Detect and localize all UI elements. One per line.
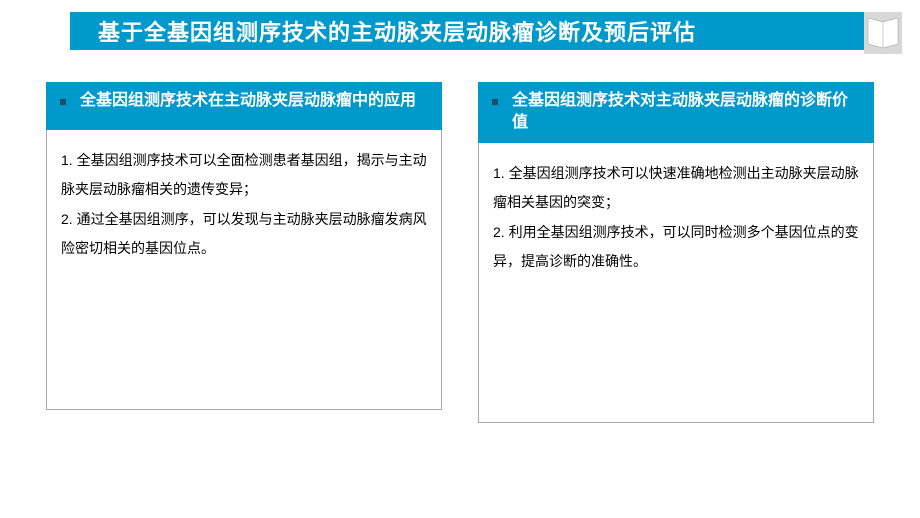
card-header: 全基因组测序技术在主动脉夹层动脉瘤中的应用 [46,82,442,130]
content-area: 全基因组测序技术在主动脉夹层动脉瘤中的应用 1. 全基因组测序技术可以全面检测患… [46,82,874,423]
body-text: 1. 全基因组测序技术可以全面检测患者基因组，揭示与主动脉夹层动脉瘤相关的遗传变… [61,146,427,205]
book-icon [864,12,902,54]
body-text: 2. 利用全基因组测序技术，可以同时检测多个基因位点的变异，提高诊断的准确性。 [493,218,859,277]
body-text: 1. 全基因组测序技术可以快速准确地检测出主动脉夹层动脉瘤相关基因的突变； [493,159,859,218]
card-body: 1. 全基因组测序技术可以快速准确地检测出主动脉夹层动脉瘤相关基因的突变； 2.… [478,143,874,423]
bullet-icon [60,99,66,105]
card-right: 全基因组测序技术对主动脉夹层动脉瘤的诊断价值 1. 全基因组测序技术可以快速准确… [478,82,874,423]
title-bar: 基于全基因组测序技术的主动脉夹层动脉瘤诊断及预后评估 [70,12,882,50]
body-text: 2. 通过全基因组测序，可以发现与主动脉夹层动脉瘤发病风险密切相关的基因位点。 [61,205,427,264]
page-title: 基于全基因组测序技术的主动脉夹层动脉瘤诊断及预后评估 [98,15,696,47]
card-title: 全基因组测序技术在主动脉夹层动脉瘤中的应用 [80,90,416,112]
card-title: 全基因组测序技术对主动脉夹层动脉瘤的诊断价值 [512,90,860,135]
card-header: 全基因组测序技术对主动脉夹层动脉瘤的诊断价值 [478,82,874,143]
card-body: 1. 全基因组测序技术可以全面检测患者基因组，揭示与主动脉夹层动脉瘤相关的遗传变… [46,130,442,410]
bullet-icon [492,99,498,105]
card-left: 全基因组测序技术在主动脉夹层动脉瘤中的应用 1. 全基因组测序技术可以全面检测患… [46,82,442,423]
